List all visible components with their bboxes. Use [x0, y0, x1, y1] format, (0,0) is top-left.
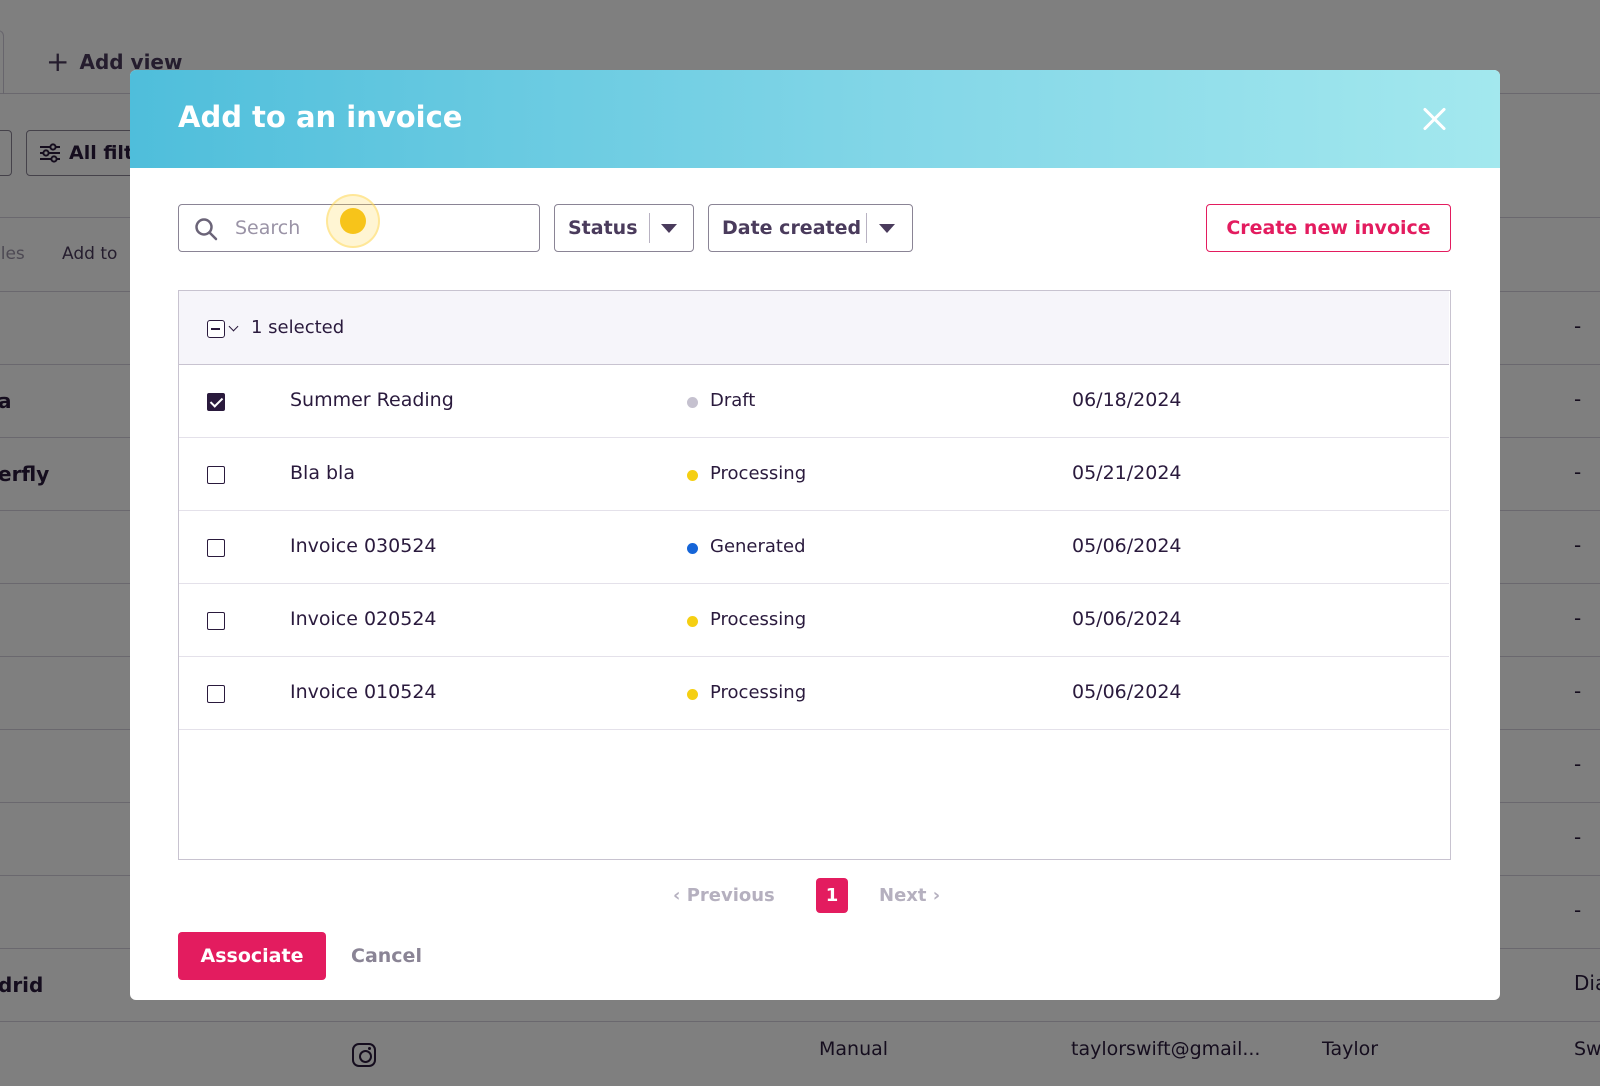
close-icon[interactable]	[1415, 100, 1453, 138]
invoice-date: 05/06/2024	[1072, 535, 1182, 557]
table-row[interactable]: Invoice 020524 Processing 05/06/2024	[179, 584, 1449, 657]
invoice-date: 05/06/2024	[1072, 608, 1182, 630]
associate-button[interactable]: Associate	[178, 932, 326, 980]
status-filter-label: Status	[568, 217, 638, 239]
dropdown-divider	[866, 213, 867, 243]
chevron-down-icon[interactable]	[228, 321, 239, 332]
invoice-date: 05/06/2024	[1072, 681, 1182, 703]
row-checkbox[interactable]	[207, 393, 225, 411]
date-created-filter-label: Date created	[722, 217, 862, 239]
search-input[interactable]	[235, 213, 525, 243]
pagination: ‹ Previous 1 Next ›	[130, 878, 1500, 914]
table-row[interactable]: Invoice 010524 Processing 05/06/2024	[179, 657, 1449, 730]
status-dot-icon	[687, 397, 698, 408]
invoice-status: Generated	[710, 536, 806, 557]
invoice-date: 06/18/2024	[1072, 389, 1182, 411]
row-checkbox[interactable]	[207, 685, 225, 703]
create-new-invoice-button[interactable]: Create new invoice	[1206, 204, 1451, 252]
invoice-name: Invoice 020524	[290, 608, 437, 630]
page-number-button[interactable]: 1	[816, 878, 848, 913]
invoice-name: Summer Reading	[290, 389, 454, 411]
invoice-status: Processing	[710, 682, 807, 703]
status-dot-icon	[687, 616, 698, 627]
invoice-status: Processing	[710, 609, 807, 630]
invoice-name: Bla bla	[290, 462, 355, 484]
invoice-date: 05/21/2024	[1072, 462, 1182, 484]
invoice-name: Invoice 030524	[290, 535, 437, 557]
previous-page-button[interactable]: ‹ Previous	[673, 885, 775, 906]
invoice-status: Processing	[710, 463, 807, 484]
add-to-invoice-modal: Add to an invoice Status Date created Cr…	[130, 70, 1500, 1000]
selected-count: 1 selected	[251, 317, 345, 338]
click-indicator	[326, 194, 380, 248]
caret-down-icon	[661, 224, 677, 233]
modal-header: Add to an invoice	[130, 70, 1500, 168]
table-header: 1 selected	[179, 291, 1449, 365]
status-dot-icon	[687, 543, 698, 554]
table-row[interactable]: Invoice 030524 Generated 05/06/2024	[179, 511, 1449, 584]
chevron-right-icon: ›	[926, 885, 941, 906]
dropdown-divider	[649, 213, 650, 243]
select-all-checkbox[interactable]	[207, 320, 225, 338]
status-dot-icon	[687, 470, 698, 481]
chevron-left-icon: ‹	[673, 885, 687, 906]
table-row[interactable]: Bla bla Processing 05/21/2024	[179, 438, 1449, 511]
modal-title: Add to an invoice	[178, 100, 463, 134]
date-created-filter-dropdown[interactable]: Date created	[708, 204, 913, 252]
search-icon	[195, 218, 218, 241]
invoice-name: Invoice 010524	[290, 681, 437, 703]
next-label: Next	[879, 885, 927, 906]
previous-label: Previous	[686, 885, 775, 906]
cancel-button[interactable]: Cancel	[351, 945, 422, 967]
table-row[interactable]: Summer Reading Draft 06/18/2024	[179, 365, 1449, 438]
invoice-status: Draft	[710, 390, 756, 411]
next-page-button[interactable]: Next ›	[879, 885, 940, 906]
status-filter-dropdown[interactable]: Status	[554, 204, 694, 252]
caret-down-icon	[879, 224, 895, 233]
row-checkbox[interactable]	[207, 612, 225, 630]
status-dot-icon	[687, 689, 698, 700]
row-checkbox[interactable]	[207, 466, 225, 484]
row-checkbox[interactable]	[207, 539, 225, 557]
invoice-table: 1 selected Summer Reading Draft 06/18/20…	[178, 290, 1451, 860]
